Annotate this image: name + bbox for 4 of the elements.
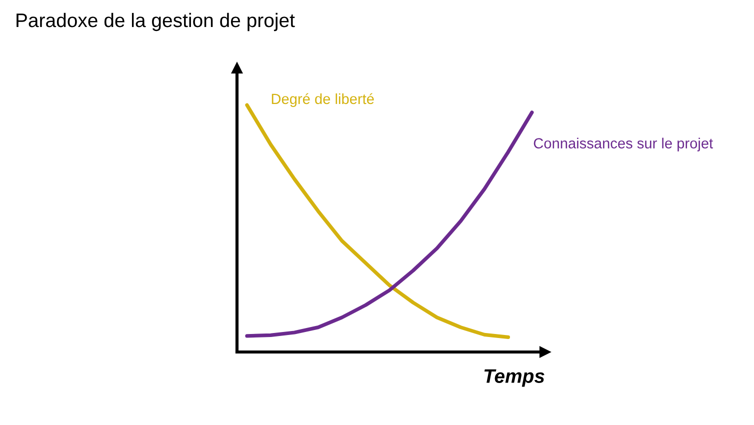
chart-title: Paradoxe de la gestion de projet (16, 12, 295, 32)
x-axis-title: Temps (484, 369, 544, 387)
series-label: Connaissances sur le projet (534, 138, 713, 152)
series-label: Degré de liberté (272, 93, 374, 107)
